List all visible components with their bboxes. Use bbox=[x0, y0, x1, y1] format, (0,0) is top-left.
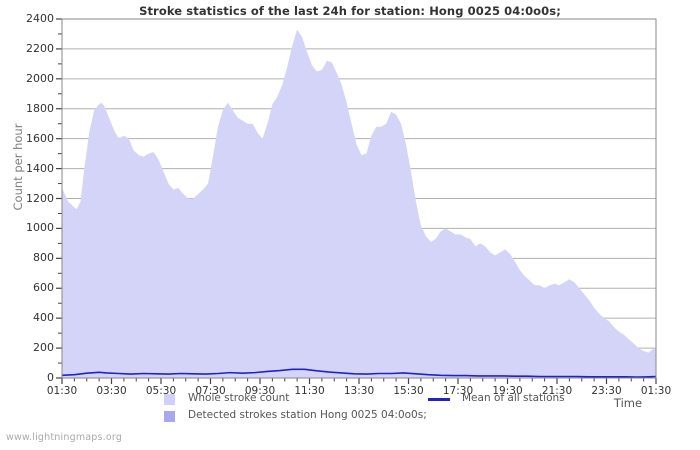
chart-title: Stroke statistics of the last 24h for st… bbox=[139, 4, 561, 18]
y-tick-label: 800 bbox=[33, 251, 54, 265]
y-tick-label: 1800 bbox=[26, 101, 54, 115]
chart-legend: Whole stroke count Mean of all stations De… bbox=[0, 392, 700, 426]
x-axis-label: Time bbox=[613, 396, 643, 410]
y-tick-label: 200 bbox=[33, 341, 54, 355]
x-tick-label: 03:30 bbox=[96, 385, 127, 397]
x-tick-label: 11:30 bbox=[294, 385, 325, 397]
x-tick-label: 07:30 bbox=[195, 385, 226, 397]
y-tick-label: 1600 bbox=[26, 131, 54, 145]
y-tick-label: 2000 bbox=[26, 71, 54, 85]
plot-frame bbox=[61, 18, 657, 379]
y-tick-label: 2400 bbox=[26, 12, 54, 25]
x-tick-label: 09:30 bbox=[244, 385, 276, 397]
x-tick-label: 01:30 bbox=[640, 385, 672, 397]
x-tick-label: 19:30 bbox=[492, 385, 523, 397]
y-tick-label: 1400 bbox=[26, 161, 54, 175]
x-tick-label: 15:30 bbox=[393, 385, 424, 397]
watermark: www.lightningmaps.org bbox=[6, 432, 123, 443]
data-series bbox=[61, 29, 657, 378]
y-tick-label: 0 bbox=[47, 371, 54, 384]
legend-label: Detected strokes station Hong 0025 04:0o… bbox=[188, 409, 427, 421]
y-tick-label: 2200 bbox=[26, 41, 54, 55]
legend-label: Whole stroke count bbox=[188, 392, 290, 404]
y-tick-label: 400 bbox=[33, 311, 54, 325]
line-series bbox=[61, 368, 657, 378]
x-tick-label: 23:30 bbox=[591, 385, 622, 397]
y-tick-label: 1000 bbox=[26, 221, 54, 235]
x-tick-label: 17:30 bbox=[442, 385, 474, 397]
x-tick-label: 21:30 bbox=[541, 385, 573, 397]
axis-ticks bbox=[56, 18, 657, 384]
area-series bbox=[62, 29, 656, 378]
legend-label: Mean of all stations bbox=[462, 392, 565, 404]
legend-swatch bbox=[164, 394, 175, 405]
y-tick-label: 1200 bbox=[26, 191, 54, 205]
legend-swatch bbox=[164, 411, 175, 422]
x-tick-label: 13:30 bbox=[343, 385, 375, 397]
plot-border bbox=[61, 18, 657, 379]
legend-line-marker bbox=[428, 398, 450, 401]
y-tick-label: 600 bbox=[33, 281, 54, 295]
x-tick-label: 01:30 bbox=[46, 385, 78, 397]
